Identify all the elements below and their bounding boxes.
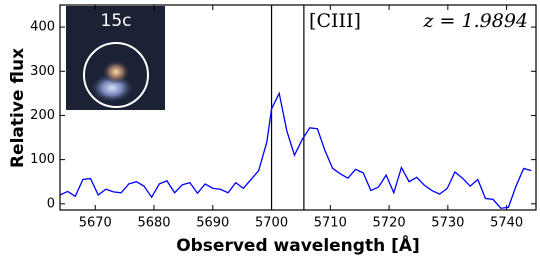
x-tick-label: 5740 (490, 216, 523, 231)
annotation: z = 1.9894 (423, 10, 529, 32)
x-tick-label: 5670 (79, 216, 112, 231)
x-tick-label: 5700 (255, 216, 288, 231)
y-tick-label: 400 (30, 20, 55, 35)
plot-frame (59, 4, 537, 211)
y-axis-label: Relative flux (8, 48, 28, 168)
inset-image: 15c (66, 6, 165, 110)
annotation: [CIII] (309, 10, 361, 32)
data-line (60, 91, 532, 209)
y-tick-label: 100 (30, 152, 55, 167)
x-tick-label: 5730 (431, 216, 464, 231)
x-tick-label: 5690 (196, 216, 229, 231)
y-tick-label: 0 (47, 196, 55, 211)
y-tick-label: 300 (30, 64, 55, 79)
inset-label: 15c (101, 11, 132, 31)
x-tick-label: 5720 (373, 216, 406, 231)
x-tick-label: 5710 (314, 216, 347, 231)
y-tick-label: 200 (30, 108, 55, 123)
x-tick-label: 5680 (137, 216, 170, 231)
x-axis-label: Observed wavelength [Å] (176, 233, 420, 256)
